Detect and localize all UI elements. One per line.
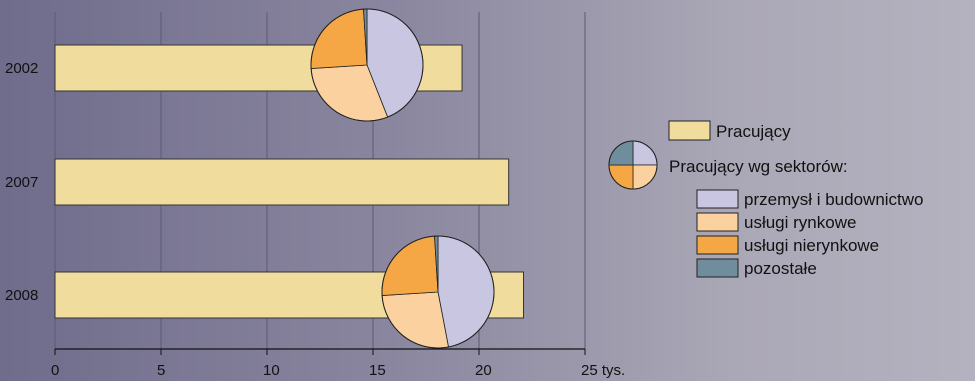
pie-outline <box>381 235 495 349</box>
x-tick-label: 15 <box>369 362 386 379</box>
legend-swatch <box>696 235 739 255</box>
y-tick-label: 2007 <box>5 174 38 191</box>
pie-outline <box>608 140 658 190</box>
legend-label-sectors: Pracujący wg sektorów: <box>669 157 848 176</box>
legend-sector-label: usługi nierynkowe <box>744 236 879 255</box>
legend: Pracujący Pracujący wg sektorów: przemys… <box>608 120 924 278</box>
legend-pie-icon <box>608 140 658 190</box>
legend-swatch-pracujacy <box>668 120 711 141</box>
legend-sector-label: pozostałe <box>744 259 817 278</box>
x-tick-label: 5 <box>157 362 165 379</box>
x-tick-label: 10 <box>263 362 280 379</box>
legend-sector-label: przemysł i budownictwo <box>744 190 924 209</box>
legend-sector-items: przemysł i budownictwo usługi rynkowe usłu… <box>696 189 924 278</box>
bar-2007 <box>54 158 510 206</box>
pie-charts <box>310 8 495 349</box>
legend-sector-label: usługi rynkowe <box>744 213 856 232</box>
y-tick-label: 2002 <box>5 60 38 77</box>
pie-outline <box>310 8 424 122</box>
pie-2008 <box>381 235 495 349</box>
pie-2002 <box>310 8 424 122</box>
x-tick-label: 0 <box>51 362 59 379</box>
pie-slice-usługi nierynkowe <box>310 8 368 69</box>
pie-slice-usługi rynkowe <box>381 291 449 349</box>
legend-pie <box>608 140 658 190</box>
x-tick-label: 20 <box>475 362 492 379</box>
x-axis: 0 5 10 15 20 25 tys. <box>51 348 625 379</box>
pie-slice-przemysł i budownictwo <box>437 235 495 348</box>
legend-swatch <box>696 212 739 232</box>
pie-slice-usługi nierynkowe <box>381 235 439 296</box>
legend-label-pracujacy: Pracujący <box>716 122 791 141</box>
y-tick-label: 2008 <box>5 287 38 304</box>
y-axis-labels: 2002 2007 2008 <box>5 60 38 304</box>
legend-swatch <box>696 258 739 278</box>
x-tick-label: 25 tys. <box>581 362 625 379</box>
legend-swatch <box>696 189 739 209</box>
